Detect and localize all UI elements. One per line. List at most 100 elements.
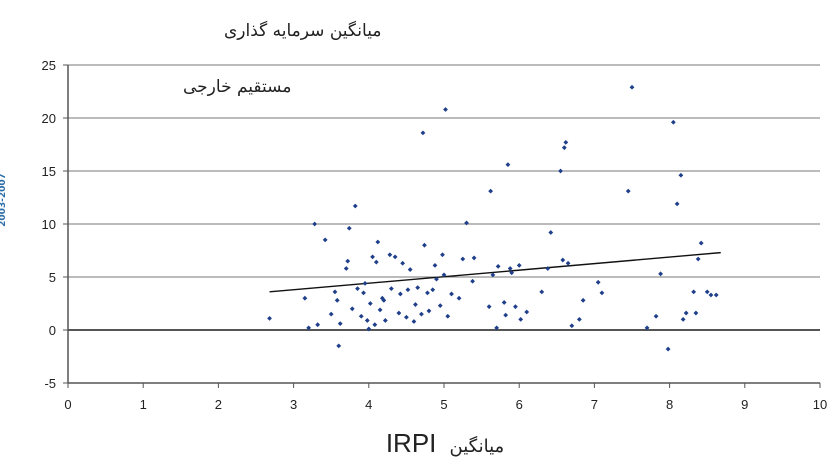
trend-line [269,251,721,293]
data-point [503,312,509,318]
data-point [449,291,454,297]
data-point [426,308,432,314]
data-point [405,287,411,293]
data-point [494,325,500,331]
data-point [432,262,438,268]
data-point [377,307,383,313]
data-point [367,301,373,306]
data-point [420,130,426,136]
y-tick-label: 15 [42,164,56,179]
data-point [558,168,563,174]
data-point [516,262,522,268]
x-tick-label: 6 [516,397,523,412]
data-point [381,297,387,303]
data-point [362,280,368,286]
x-tick-label: 1 [140,397,147,412]
data-point [336,343,342,349]
data-point [644,325,650,331]
data-point [486,304,492,310]
y-tick-label: 10 [42,217,56,232]
data-point [349,306,355,312]
data-point [708,292,714,298]
data-point [332,289,338,295]
data-point [576,317,582,322]
chart-title-line-2: مستقیم خارجی [183,77,291,97]
data-point [698,240,704,246]
data-point [400,260,406,266]
data-point [334,297,340,303]
data-point [505,162,511,168]
data-point [501,300,507,305]
data-point [490,272,496,278]
data-point [373,259,379,265]
data-point [695,256,701,262]
data-point [460,256,466,262]
data-point [366,326,372,332]
data-point [328,311,334,317]
data-point [411,319,417,324]
data-point [595,279,601,285]
data-point [312,221,318,227]
data-point [443,107,448,112]
data-point [430,287,436,293]
y-axis-side-label: 2003-2007 [0,173,8,227]
data-point [306,325,312,331]
data-point [425,290,430,296]
data-point [361,290,366,296]
data-point [267,315,272,321]
data-point [387,252,393,258]
grid-layer [68,64,820,384]
data-point [565,260,571,266]
data-point [470,278,475,284]
data-point [302,295,308,301]
x-tick-label: 3 [290,397,297,412]
data-point [625,188,631,194]
data-point [343,266,349,271]
y-tick-label: 20 [42,111,56,126]
data-point [691,289,697,295]
data-point [507,266,513,271]
data-point [560,257,566,263]
data-point [372,322,378,328]
data-point [345,258,351,264]
data-point [415,285,421,290]
data-point [392,254,398,260]
x-tick-label: 0 [64,397,71,412]
data-point [670,119,676,125]
chart-title-line-1: میانگین سرمایه گذاری [224,20,381,41]
data-point [524,309,530,315]
tick-labels: -5 0 5 10 15 20 25 0 1 2 3 4 5 6 7 8 9 10 [42,58,828,412]
x-tick-label: 9 [741,397,748,412]
data-point [422,242,427,248]
data-point [539,289,545,295]
x-axis-label-persian: میانگین [450,435,505,457]
data-point [464,220,469,226]
data-point [599,290,605,296]
data-point [713,292,719,298]
data-point [704,289,710,295]
data-point [513,304,518,310]
data-point [440,252,445,258]
data-point [388,286,394,292]
data-point [396,310,402,316]
data-point [456,295,462,301]
data-point [693,310,699,316]
data-point [441,272,447,278]
data-point [658,271,663,277]
data-point [680,317,686,322]
x-axis-label-latin: IRPI [386,428,437,458]
y-tick-label: 0 [49,323,56,338]
y-tick-label: -5 [44,376,56,391]
data-point [370,254,375,260]
data-point [569,323,575,329]
data-point [419,311,424,317]
data-point [548,230,554,235]
x-tick-label: 5 [440,397,447,412]
data-point [352,203,358,209]
data-point [407,267,413,272]
data-point [580,297,586,303]
data-point [545,266,551,271]
data-point [563,139,569,145]
y-tick-label: 25 [42,58,56,73]
x-tick-label: 4 [365,397,372,412]
